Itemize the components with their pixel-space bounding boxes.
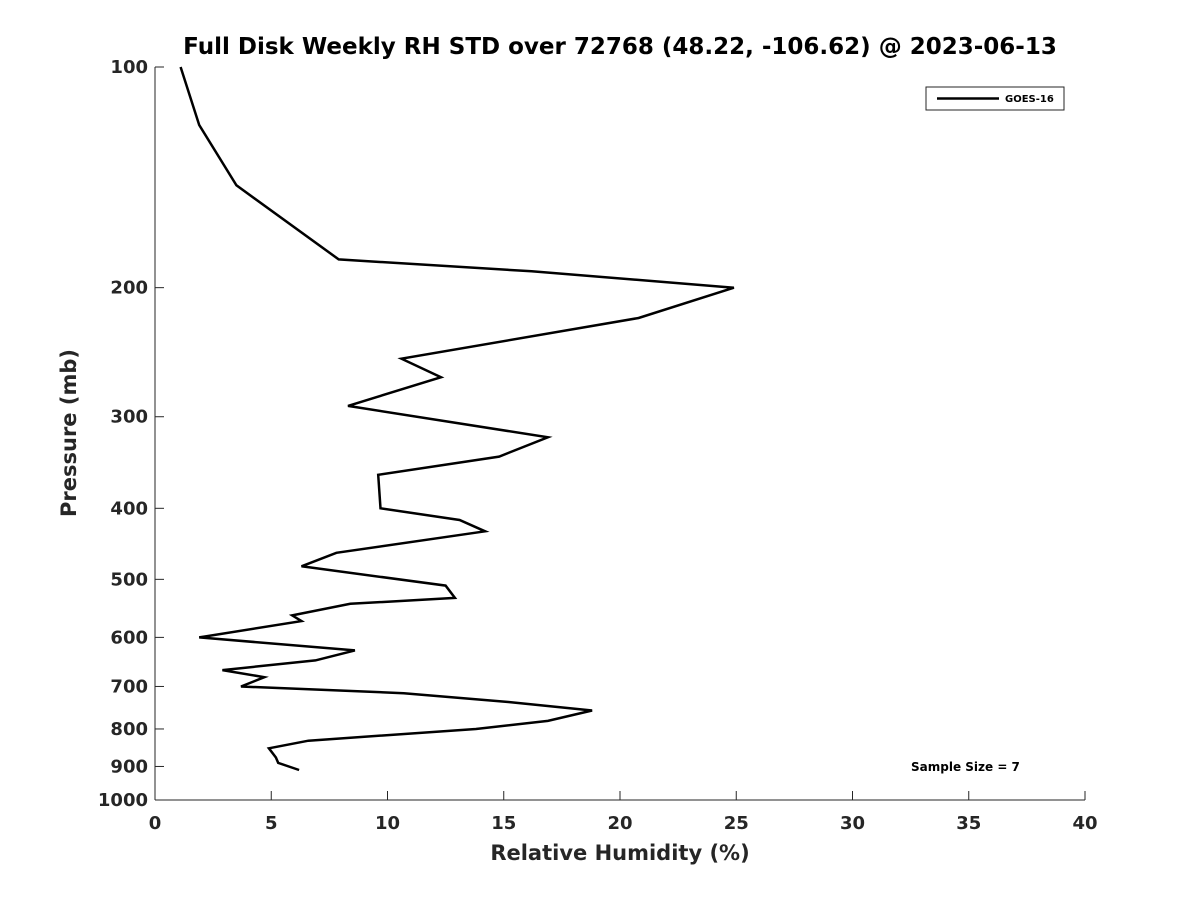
- y-tick-label: 900: [110, 756, 148, 777]
- sample-size-annotation: Sample Size = 7: [911, 760, 1020, 774]
- plot-area: [154, 67, 1085, 801]
- x-tick-label: 20: [607, 813, 632, 834]
- chart-title: Full Disk Weekly RH STD over 72768 (48.2…: [183, 34, 1057, 60]
- x-tick-label: 10: [375, 813, 400, 834]
- y-axis-label: Pressure (mb): [57, 349, 81, 517]
- x-tick-label: 40: [1072, 813, 1097, 834]
- y-tick-label: 300: [110, 407, 148, 428]
- y-tick-label: 200: [110, 278, 148, 299]
- y-ticks: 100 200 300 400 500 600 700 800 900 1000: [98, 57, 164, 811]
- legend: GOES-16: [925, 86, 1065, 111]
- y-tick-label: 100: [110, 57, 148, 78]
- y-tick-label: 600: [110, 627, 148, 648]
- y-tick-label: 400: [110, 498, 148, 519]
- x-tick-label: 30: [840, 813, 865, 834]
- x-tick-label: 0: [149, 813, 162, 834]
- x-tick-label: 5: [265, 813, 278, 834]
- x-tick-label: 15: [491, 813, 516, 834]
- y-tick-label: 500: [110, 569, 148, 590]
- y-tick-label: 700: [110, 676, 148, 697]
- series-line-goes-16: [179, 66, 735, 772]
- y-tick-label: 800: [110, 719, 148, 740]
- x-ticks: 0 5 10 15 20 25 30 35 40: [149, 791, 1098, 834]
- x-tick-label: 25: [724, 813, 749, 834]
- x-tick-label: 35: [956, 813, 981, 834]
- x-axis-label: Relative Humidity (%): [490, 841, 749, 865]
- legend-label-goes-16: GOES-16: [1005, 94, 1054, 105]
- y-tick-label: 1000: [98, 790, 148, 811]
